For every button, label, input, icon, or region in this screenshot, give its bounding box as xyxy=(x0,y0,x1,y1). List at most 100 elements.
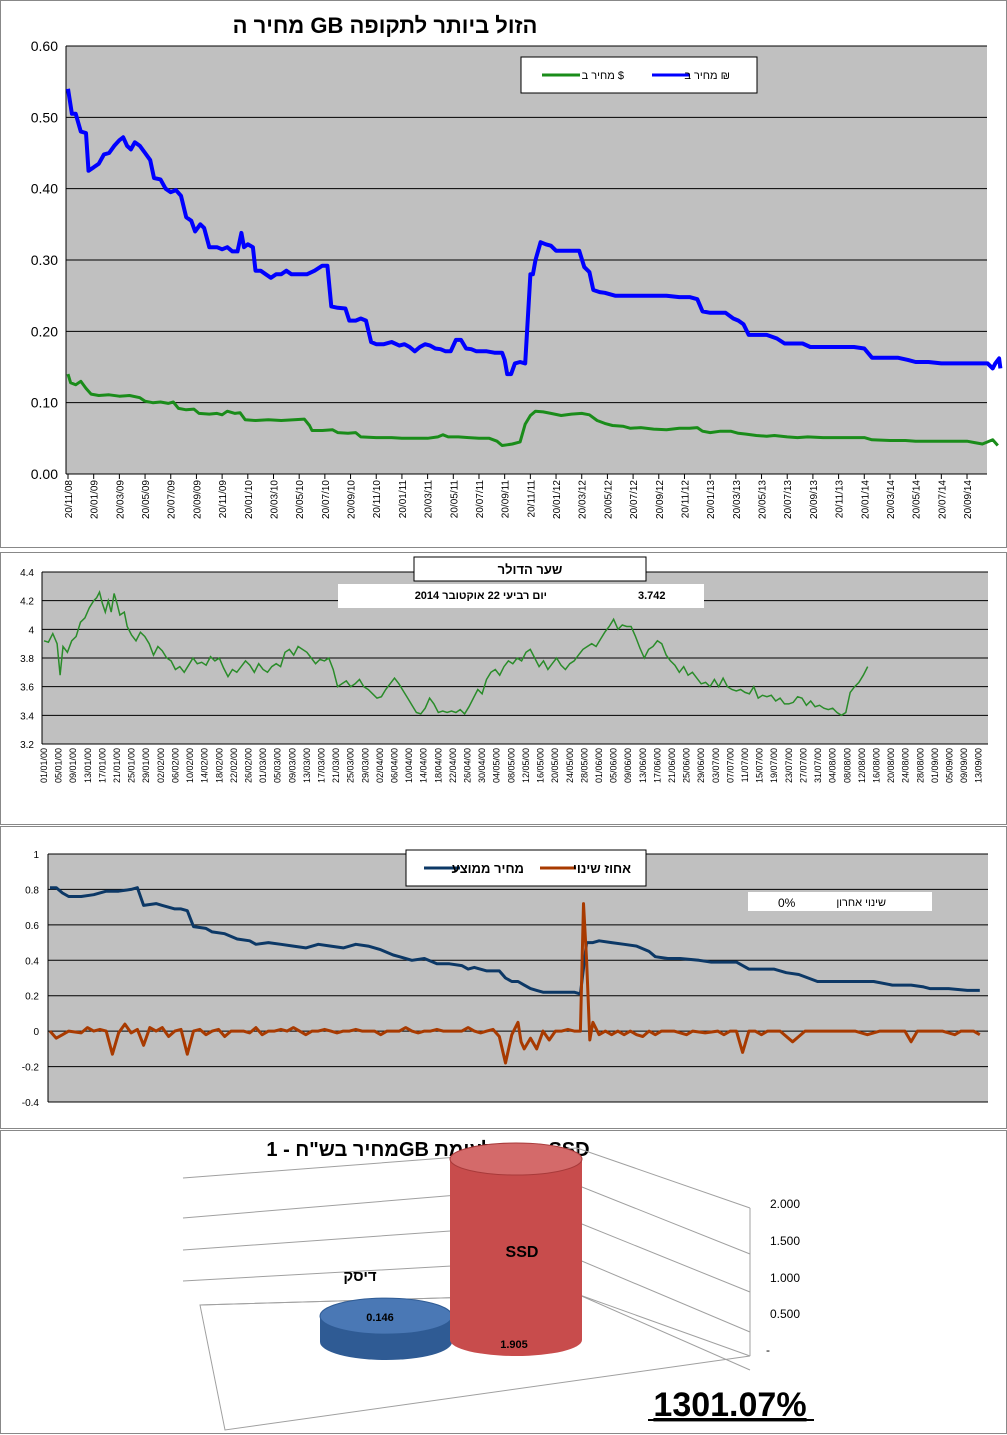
x-tick-label: 03/07/00 xyxy=(711,748,721,783)
y-tick-label: 0.00 xyxy=(31,466,58,482)
x-tick-label: 20/11/13 xyxy=(835,480,846,519)
value-label-ssd: 1.905 xyxy=(500,1339,528,1351)
x-tick-label: 20/09/11 xyxy=(501,480,512,519)
x-tick-label: 28/08/00 xyxy=(915,748,925,783)
x-tick-label: 25/06/00 xyxy=(682,748,692,783)
chart-title: מחיר ה GB הזול ביותר לתקופה xyxy=(233,13,538,38)
y-tick-label: 0.2 xyxy=(25,992,39,1003)
x-tick-label: 12/05/00 xyxy=(521,748,531,783)
x-tick-label: 30/04/00 xyxy=(477,748,487,783)
x-tick-label: 12/08/00 xyxy=(857,748,867,783)
x-tick-label: 11/07/00 xyxy=(740,748,750,782)
x-tick-label: 26/02/00 xyxy=(243,748,253,783)
y-tick-label: - xyxy=(766,1343,770,1357)
series-line-shekel xyxy=(66,88,1003,377)
y-tick-label: 0.500 xyxy=(770,1307,800,1321)
x-tick-label: 20/05/11 xyxy=(449,480,460,519)
x-tick-label: 05/01/00 xyxy=(54,748,64,783)
chart-dollar-rate: 3.2 3.4 3.6 3.8 4 4.2 4.4 01/01/00 05/01/00 09/0… xyxy=(0,552,1007,825)
chart-disk-vs-ssd: מחיר בש"ח - 1GB דיסק לעומת SSD -0.5001.0… xyxy=(0,1130,1007,1434)
x-tick-label: 31/07/00 xyxy=(813,748,823,783)
y-tick-label: 0.6 xyxy=(25,921,39,932)
last-change-box xyxy=(748,892,932,911)
x-tick-label: 22/04/00 xyxy=(448,748,458,783)
x-tick-label: 26/04/00 xyxy=(463,748,473,783)
x-tick-label: 27/07/00 xyxy=(798,748,808,783)
x-tick-label: 13/03/00 xyxy=(302,748,312,783)
series-line-average-price xyxy=(50,886,980,996)
x-tick-label: 20/01/13 xyxy=(706,480,717,519)
x-tick-label: 13/09/00 xyxy=(974,748,984,783)
y-tick-label: 0.20 xyxy=(31,323,58,339)
x-tick-label: 13/06/00 xyxy=(638,748,648,783)
y-tick-label: 0.40 xyxy=(31,181,58,197)
x-tick-label: 24/08/00 xyxy=(901,748,911,783)
y-tick-label: 0 xyxy=(33,1027,39,1038)
ratio-text: 1301.07% xyxy=(653,1386,806,1424)
x-tick-label: 17/03/00 xyxy=(316,748,326,783)
x-tick-label: 20/05/13 xyxy=(758,480,769,519)
x-tick-label: 20/09/13 xyxy=(809,480,820,519)
y-tick-label: 4.2 xyxy=(20,597,34,608)
x-tick-label: 20/11/08 xyxy=(64,480,75,519)
x-tick-label: 20/09/10 xyxy=(347,480,358,519)
x-tick-label: 05/09/00 xyxy=(944,748,954,783)
x-tick-label: 20/05/12 xyxy=(603,480,614,519)
y-tick-label: 0.10 xyxy=(31,395,58,411)
x-tick-label: 18/04/00 xyxy=(433,748,443,783)
x-tick-label: 22/02/00 xyxy=(229,748,239,783)
y-tick-label: 0.4 xyxy=(25,956,39,967)
x-tick-label: 16/05/00 xyxy=(536,748,546,783)
x-tick-label: 20/05/10 xyxy=(295,480,306,519)
x-tick-label: 21/01/00 xyxy=(112,748,122,783)
x-tick-label: 20/01/14 xyxy=(860,480,871,519)
x-tick-label: 17/01/00 xyxy=(97,748,107,783)
x-tick-label: 20/05/09 xyxy=(141,480,152,519)
x-tick-label: 20/03/14 xyxy=(886,480,897,519)
x-tick-label: 20/11/10 xyxy=(372,480,383,519)
x-tick-label: 20/03/12 xyxy=(578,480,589,519)
x-tick-label: 17/06/00 xyxy=(652,748,662,783)
last-change-label: שינוי אחרון xyxy=(836,897,886,909)
y-tick-label: 4 xyxy=(28,625,34,636)
x-tick-label: 29/03/00 xyxy=(360,748,370,783)
value-label-disk: 0.146 xyxy=(366,1312,394,1324)
x-tick-label: 20/11/12 xyxy=(680,480,691,519)
x-tick-label: 29/06/00 xyxy=(696,748,706,783)
x-tick-label: 09/09/00 xyxy=(959,748,969,783)
x-tick-label: 20/01/09 xyxy=(90,480,101,519)
x-tick-label: 15/07/00 xyxy=(755,748,765,783)
x-tick-label: 20/08/00 xyxy=(886,748,896,783)
x-tick-label: 01/06/00 xyxy=(594,748,604,783)
x-tick-label: 09/06/00 xyxy=(623,748,633,783)
y-tick-label: 4.4 xyxy=(20,568,34,579)
x-tick-label: 02/04/00 xyxy=(375,748,385,783)
x-tick-label: 06/04/00 xyxy=(390,748,400,783)
x-tick-label: 14/04/00 xyxy=(419,748,429,783)
x-tick-label: 08/08/00 xyxy=(842,748,852,783)
x-tick-label: 01/03/00 xyxy=(258,748,268,783)
x-tick-label: 20/01/12 xyxy=(552,480,563,519)
x-tick-label: 08/05/00 xyxy=(506,748,516,783)
legend: מחיר ממוצע אחוז שינוי xyxy=(405,849,647,887)
legend-label-dollar: מחיר ב $ xyxy=(582,70,624,82)
x-tick-label: 02/02/00 xyxy=(156,748,166,783)
x-tick-label: 13/01/00 xyxy=(83,748,93,783)
x-tick-label: 21/06/00 xyxy=(667,748,677,783)
category-label-ssd: SSD xyxy=(506,1244,539,1261)
x-tick-label: 04/05/00 xyxy=(492,748,502,783)
x-tick-label: 20/07/13 xyxy=(783,480,794,519)
x-tick-label: 09/01/00 xyxy=(68,748,78,783)
x-tick-label: 25/03/00 xyxy=(346,748,356,783)
x-tick-label: 20/09/09 xyxy=(192,480,203,519)
y-tick-label: 0.8 xyxy=(25,885,39,896)
y-tick-label: 0.60 xyxy=(31,38,58,54)
x-tick-label: 16/08/00 xyxy=(871,748,881,783)
x-tick-label: 20/11/11 xyxy=(526,480,537,518)
x-tick-label: 05/06/00 xyxy=(609,748,619,783)
legend-label-shekel: מחיר ב ₪ xyxy=(684,70,730,82)
x-tick-label: 20/03/13 xyxy=(732,480,743,519)
chart-cheapest-gb-price: מחיר ה GB הזול ביותר לתקופה 0.00 0.10 0.20… xyxy=(0,0,1007,548)
x-tick-label: 14/02/00 xyxy=(200,748,210,783)
y-tick-label: 0.50 xyxy=(31,109,58,125)
